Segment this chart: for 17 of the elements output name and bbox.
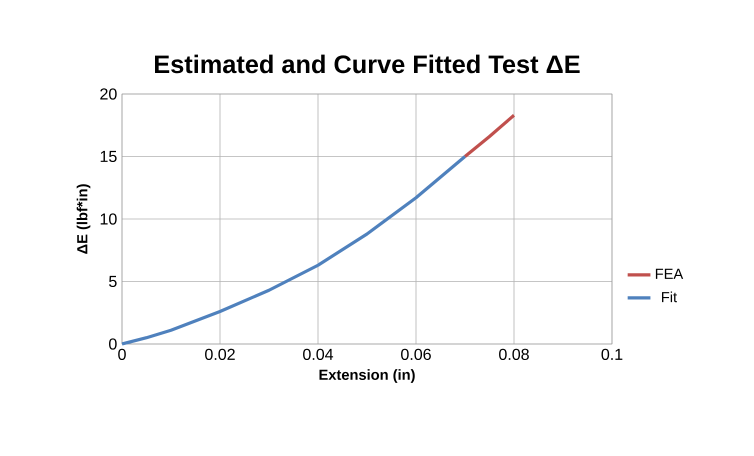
- x-axis-title: Extension (in): [320, 369, 415, 383]
- x-tick-label: 0.1: [602, 348, 622, 360]
- x-tick-label: 0.02: [205, 348, 235, 360]
- y-tick-label: 5: [109, 276, 117, 288]
- legend-label: Fit: [662, 292, 677, 302]
- line-series: [120, 154, 467, 346]
- legend-label: FEA: [656, 268, 684, 279]
- y-tick-label: 15: [100, 150, 117, 162]
- y-tick-label: 20: [100, 88, 117, 100]
- y-tick-label: 10: [100, 213, 117, 225]
- y-tick-label: 0: [109, 338, 117, 350]
- x-tick-label: 0.04: [303, 348, 334, 360]
- x-tick-label: 0.06: [401, 348, 431, 360]
- y-axis-title: ΔE (lbf*in): [76, 184, 90, 254]
- chart-title: Estimated and Curve Fitted Test ΔE: [155, 54, 580, 74]
- x-tick-label: 0: [118, 348, 126, 360]
- x-tick-label: 0.08: [499, 348, 529, 360]
